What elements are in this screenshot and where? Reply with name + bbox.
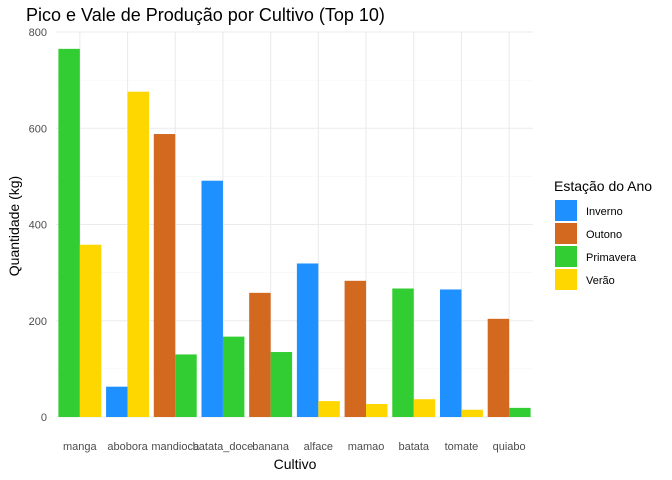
x-tick-label: batata_doce: [193, 441, 254, 453]
legend-swatch: [555, 269, 577, 290]
legend-swatch: [555, 246, 577, 267]
bar-mandioca-outono: [153, 134, 176, 417]
x-tick-label: banana: [252, 441, 290, 453]
bar-mamao-verão: [366, 404, 388, 417]
bar-mamao-outono: [344, 280, 367, 417]
bar-banana-outono: [249, 292, 271, 417]
y-axis-title: Quantidade (kg): [6, 176, 22, 276]
x-tick-label: quiabo: [493, 441, 526, 453]
bar-alface-inverno: [296, 263, 319, 417]
bar-manga-verão: [79, 244, 102, 417]
legend: Estação do Ano Inverno Outono Primavera Ver…: [554, 178, 652, 290]
y-tick-label: 0: [41, 412, 47, 424]
bar-mandioca-primavera: [175, 354, 197, 417]
y-tick-label: 200: [29, 316, 47, 328]
bar-batata_doce-inverno: [201, 180, 223, 417]
bar-batata-primavera: [392, 288, 414, 417]
y-tick-label: 600: [29, 123, 47, 135]
bar-tomate-verão: [461, 409, 483, 417]
bar-banana-primavera: [270, 352, 293, 417]
legend-title: Estação do Ano: [554, 178, 652, 194]
bar-batata-verão: [413, 399, 436, 417]
legend-label: Verão: [586, 275, 615, 287]
legend-label: Outono: [586, 229, 622, 241]
x-tick-label: mandioca: [151, 441, 200, 453]
bar-alface-verão: [318, 401, 340, 417]
legend-swatch: [555, 223, 577, 244]
x-axis-title: Cultivo: [274, 456, 317, 472]
bar-quiabo-outono: [487, 318, 510, 417]
bar-tomate-inverno: [439, 289, 462, 417]
y-tick-label: 400: [29, 220, 47, 232]
x-tick-label: manga: [63, 441, 98, 453]
bars: [58, 48, 531, 418]
bar-manga-primavera: [58, 48, 80, 417]
bar-quiabo-primavera: [509, 407, 531, 417]
y-tick-label: 800: [29, 27, 47, 39]
chart-title: Pico e Vale de Produção por Cultivo (Top…: [26, 5, 385, 25]
bar-abobora-verão: [127, 91, 150, 418]
y-axis: 0 200 400 600 800: [29, 27, 47, 424]
legend-swatch: [555, 200, 577, 221]
legend-label: Inverno: [586, 206, 623, 218]
x-tick-label: mamao: [348, 441, 385, 453]
x-tick-label: alface: [304, 441, 333, 453]
bar-batata_doce-primavera: [222, 336, 245, 417]
x-tick-label: abobora: [107, 441, 148, 453]
bar-abobora-inverno: [106, 386, 128, 417]
x-tick-label: tomate: [445, 441, 479, 453]
legend-label: Primavera: [586, 252, 637, 264]
x-tick-label: batata: [398, 441, 429, 453]
